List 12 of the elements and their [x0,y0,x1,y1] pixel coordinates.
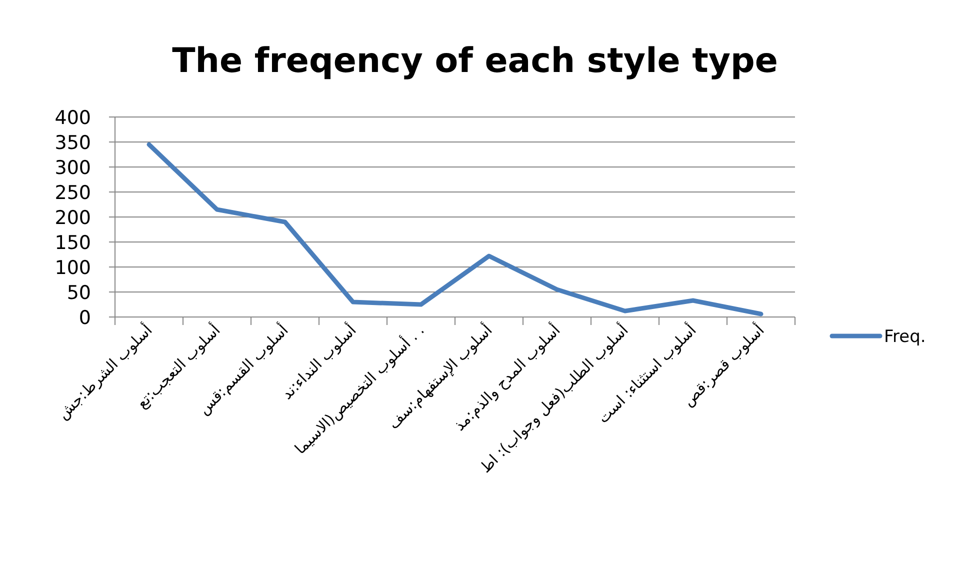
y-tick-label: 300 [54,157,91,179]
y-tick-label: 0 [78,307,91,329]
legend-label: Freq. [884,327,926,347]
y-tick-label: 50 [66,282,91,304]
y-tick-label: 100 [54,257,91,279]
chart-title: The freqency of each style type [172,41,778,81]
y-tick-label: 150 [54,232,91,254]
y-tick-label: 250 [54,182,91,204]
y-tick-label: 400 [54,107,91,129]
y-tick-label: 200 [54,207,91,229]
line-series [146,142,764,316]
y-tick-label: 350 [54,132,91,154]
